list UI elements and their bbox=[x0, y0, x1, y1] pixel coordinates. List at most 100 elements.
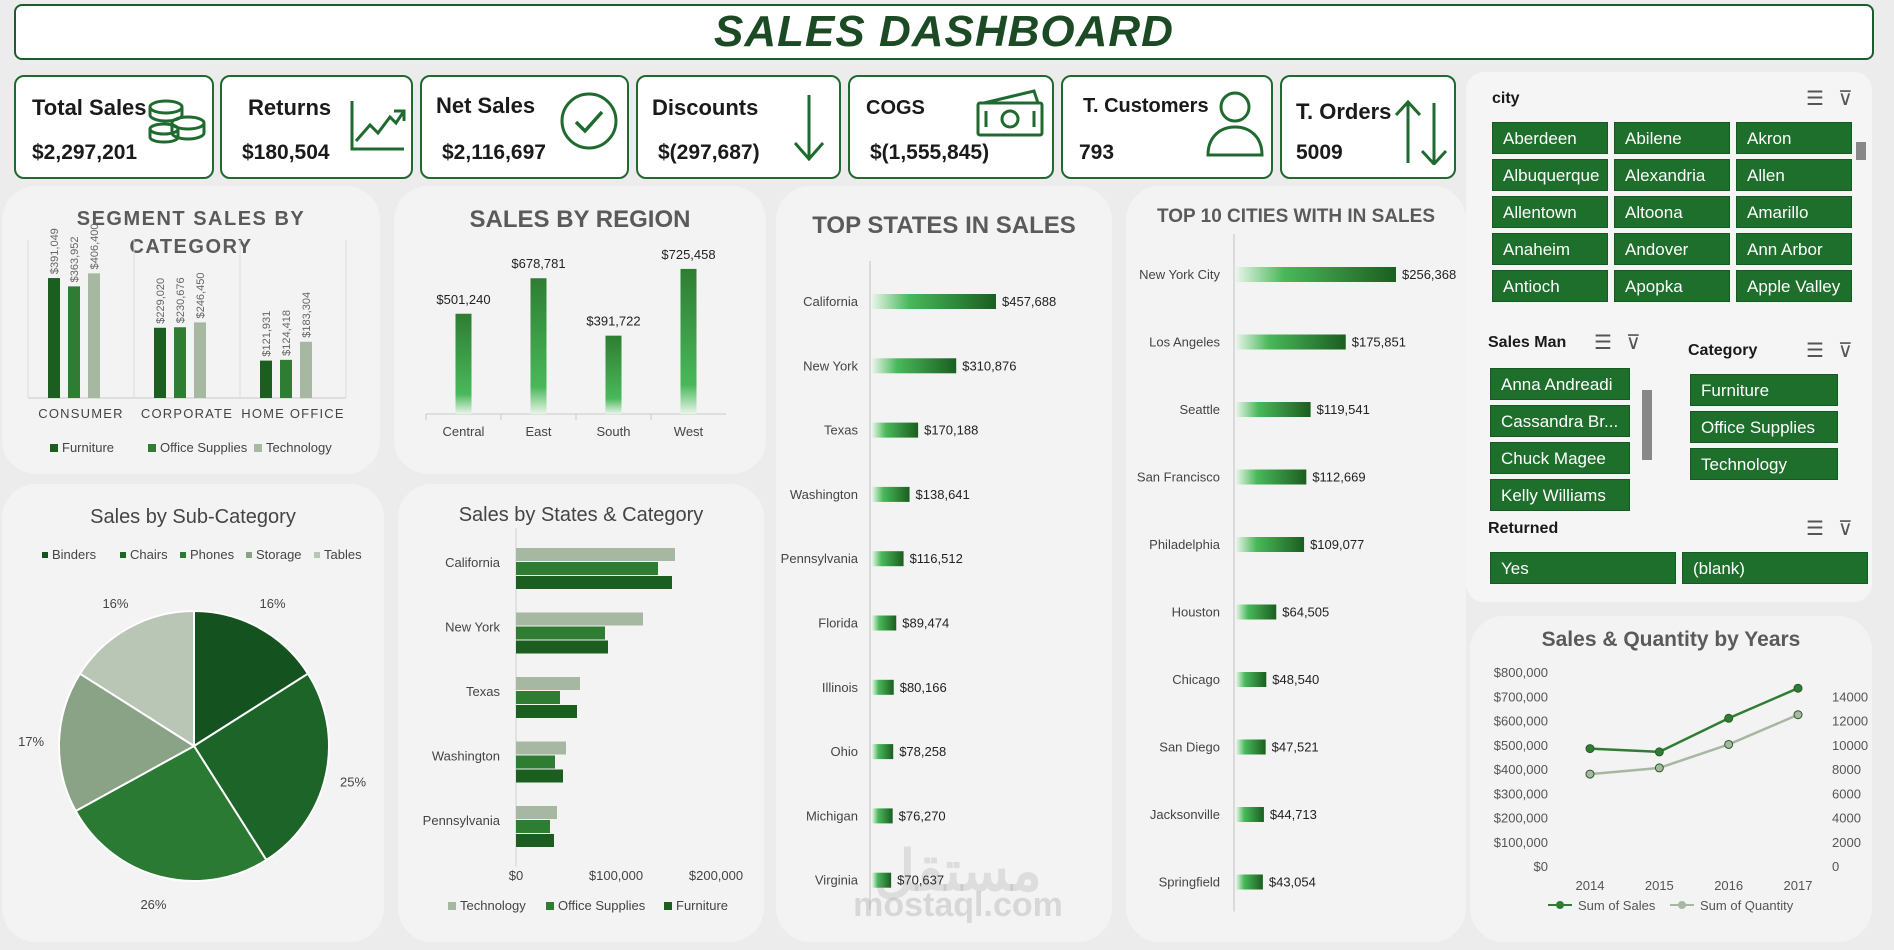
data-label: $124,418 bbox=[281, 310, 293, 356]
slicer-item[interactable]: Anaheim bbox=[1492, 233, 1608, 265]
bar bbox=[872, 551, 904, 567]
data-label: $138,641 bbox=[916, 487, 970, 502]
slicer-item[interactable]: Apopka bbox=[1614, 270, 1730, 302]
legend-swatch bbox=[148, 444, 156, 452]
legend-label: Storage bbox=[256, 547, 302, 562]
slicer-item[interactable]: Ann Arbor bbox=[1736, 233, 1852, 265]
data-label: $89,474 bbox=[902, 616, 949, 631]
y-right-tick: 2000 bbox=[1832, 835, 1861, 850]
slicer-item[interactable]: Allen bbox=[1736, 159, 1852, 191]
series-line bbox=[1589, 687, 1799, 754]
slicer-item[interactable]: Chuck Magee bbox=[1490, 442, 1630, 474]
bar bbox=[516, 576, 672, 589]
slicer-item[interactable]: Furniture bbox=[1690, 374, 1838, 406]
segment-chart-svg: $391,049 $363,952 $406,400 CONSUMER $229,020… bbox=[27, 223, 347, 455]
pie-slice bbox=[78, 609, 195, 748]
legend-swatch bbox=[254, 444, 262, 452]
series-point bbox=[1793, 710, 1803, 720]
bar bbox=[530, 278, 547, 414]
bar bbox=[516, 741, 566, 755]
slicer-item[interactable]: Anna Andreadi bbox=[1490, 368, 1630, 400]
slicer-item[interactable]: Amarillo bbox=[1736, 196, 1852, 228]
chart-title-line2: CATEGORY bbox=[129, 236, 253, 258]
pct-label: 16% bbox=[260, 596, 286, 611]
slicer-item[interactable]: Yes bbox=[1490, 552, 1676, 584]
cities-chart-svg: New York City $256,368 Los Angeles $175,851… bbox=[1137, 234, 1456, 912]
multi-select-icon[interactable]: ☰ bbox=[1806, 340, 1824, 362]
clear-filter-icon[interactable]: ⊽ bbox=[1838, 88, 1853, 110]
data-label: $78,258 bbox=[899, 744, 946, 759]
data-label: $678,781 bbox=[511, 256, 565, 271]
multi-select-icon[interactable]: ☰ bbox=[1594, 332, 1612, 354]
category-label: HOME OFFICE bbox=[241, 406, 344, 421]
kpi-discounts: Discounts $(297,687) bbox=[636, 75, 841, 179]
slicer-item[interactable]: Albuquerque bbox=[1492, 159, 1608, 191]
pct-label: 16% bbox=[102, 596, 128, 611]
category-label: California bbox=[803, 294, 859, 309]
kpi-value: $(297,687) bbox=[658, 141, 760, 164]
series-point bbox=[1724, 713, 1734, 723]
x-tick: $0 bbox=[509, 868, 523, 883]
data-label: $230,676 bbox=[175, 277, 187, 323]
slicer-item[interactable]: Office Supplies bbox=[1690, 411, 1838, 443]
data-label: $229,020 bbox=[155, 278, 167, 324]
slicer-item[interactable]: Cassandra Br... bbox=[1490, 405, 1630, 437]
bar bbox=[516, 806, 557, 819]
legend-swatch bbox=[50, 444, 58, 452]
kpi-customers: T. Customers 793 bbox=[1061, 75, 1273, 179]
region-chart-svg: $501,240 Central $678,781 East $391,722 South… bbox=[425, 247, 726, 439]
legend-label: Office Supplies bbox=[558, 898, 646, 913]
top-states-panel: TOP STATES IN SALES California $457,688 Ne… bbox=[776, 186, 1112, 942]
pie-slice bbox=[192, 672, 330, 862]
legend-swatch bbox=[314, 552, 320, 558]
legend-swatch bbox=[448, 902, 456, 910]
slicer-item[interactable]: Aberdeen bbox=[1492, 122, 1608, 154]
data-label: $109,077 bbox=[1310, 537, 1364, 552]
data-label: $406,400 bbox=[89, 223, 101, 269]
bar bbox=[1236, 874, 1263, 890]
multi-select-icon[interactable]: ☰ bbox=[1806, 518, 1824, 540]
slicer-item[interactable]: Abilene bbox=[1614, 122, 1730, 154]
clear-filter-icon[interactable]: ⊽ bbox=[1838, 340, 1853, 362]
slicer-item[interactable]: Apple Valley bbox=[1736, 270, 1852, 302]
bar bbox=[1236, 672, 1267, 687]
bar bbox=[872, 808, 893, 824]
data-label: $76,270 bbox=[899, 808, 946, 823]
slicer-item[interactable]: Alexandria bbox=[1614, 159, 1730, 191]
category-label: CORPORATE bbox=[141, 406, 233, 421]
slicer-item[interactable]: (blank) bbox=[1682, 552, 1868, 584]
category-label: East bbox=[525, 424, 551, 439]
kpi-returns: Returns $180,504 bbox=[220, 75, 413, 179]
category-label: Pennsylvania bbox=[781, 551, 859, 566]
salesman-scrollbar[interactable] bbox=[1642, 390, 1652, 460]
y-left-tick: $500,000 bbox=[1494, 738, 1548, 753]
bar bbox=[516, 640, 608, 654]
bar bbox=[1236, 334, 1346, 350]
slicer-item[interactable]: Akron bbox=[1736, 122, 1852, 154]
legend-label: Phones bbox=[190, 547, 235, 562]
clear-filter-icon[interactable]: ⊽ bbox=[1838, 518, 1853, 540]
trend-up-icon bbox=[350, 101, 406, 151]
bar bbox=[1236, 537, 1305, 552]
data-label: $44,713 bbox=[1270, 807, 1317, 822]
bar bbox=[872, 679, 894, 695]
data-label: $119,541 bbox=[1317, 402, 1370, 417]
pct-label: 25% bbox=[340, 775, 366, 790]
slicer-item[interactable]: Allentown bbox=[1492, 196, 1608, 228]
city-scrollbar[interactable] bbox=[1856, 142, 1866, 160]
bar bbox=[1236, 807, 1264, 822]
slicer-item[interactable]: Altoona bbox=[1614, 196, 1730, 228]
slicer-item[interactable]: Technology bbox=[1690, 448, 1838, 480]
clear-filter-icon[interactable]: ⊽ bbox=[1626, 332, 1641, 354]
coins-icon bbox=[148, 99, 206, 144]
data-label: $112,669 bbox=[1312, 470, 1365, 485]
person-icon bbox=[1206, 91, 1264, 157]
y-left-tick: $200,000 bbox=[1494, 811, 1548, 826]
slicer-item[interactable]: Antioch bbox=[1492, 270, 1608, 302]
multi-select-icon[interactable]: ☰ bbox=[1806, 88, 1824, 110]
category-label: Ohio bbox=[831, 744, 858, 759]
bar bbox=[88, 273, 100, 398]
slicer-item[interactable]: Andover bbox=[1614, 233, 1730, 265]
bar bbox=[194, 322, 206, 398]
slicer-item[interactable]: Kelly Williams bbox=[1490, 479, 1630, 511]
